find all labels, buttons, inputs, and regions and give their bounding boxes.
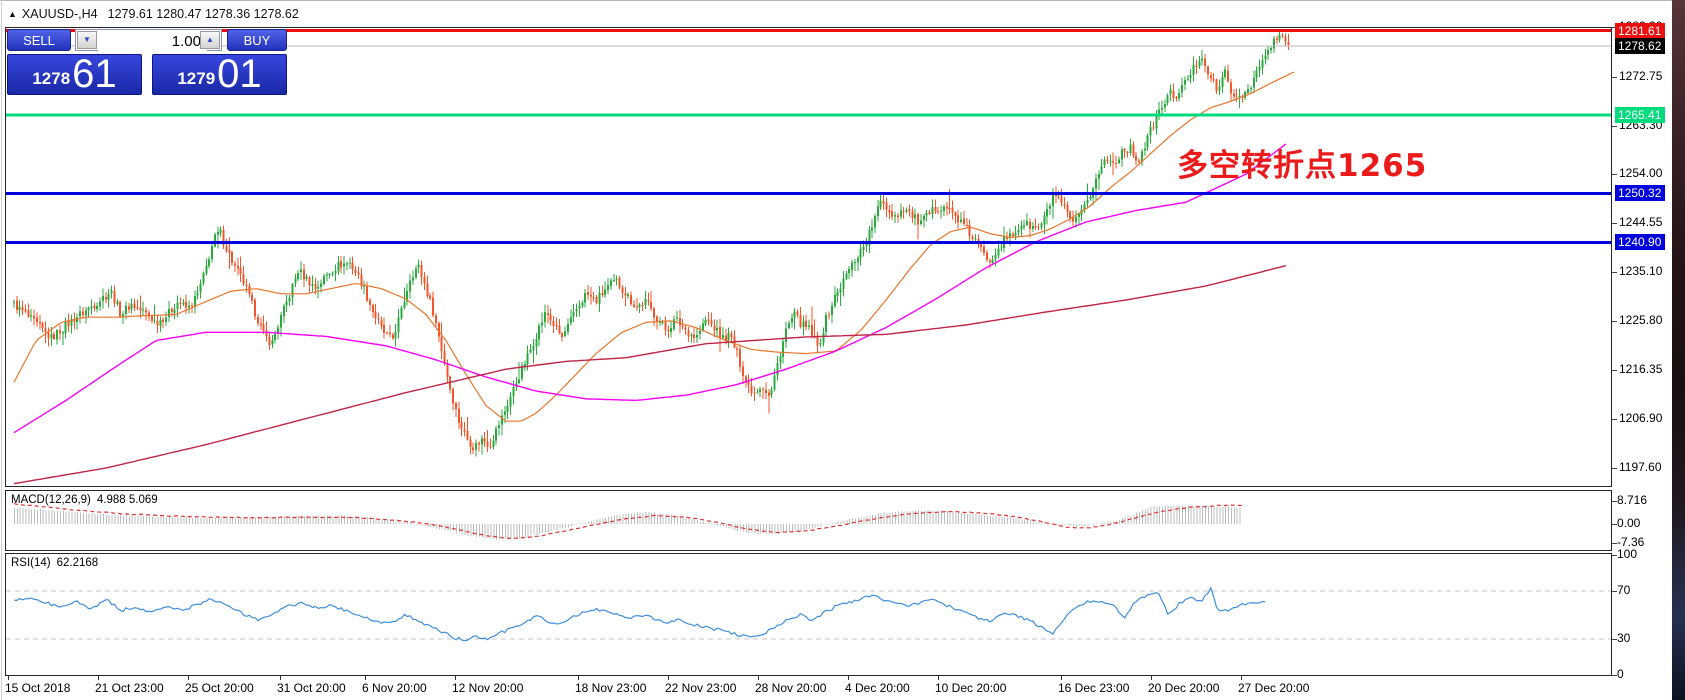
macd-tick-mark <box>1612 543 1617 545</box>
price-tick-mark <box>1612 27 1617 29</box>
time-axis-label: 15 Oct 2018 <box>5 681 71 695</box>
rsi-tick-mark <box>1612 639 1617 640</box>
price-tick-mark <box>1612 125 1617 127</box>
time-axis-label: 22 Nov 23:00 <box>665 681 737 695</box>
time-axis-tick <box>1061 676 1062 680</box>
rsi-value: 62.2168 <box>56 557 99 569</box>
macd-tick-label: 8.716 <box>1617 492 1648 507</box>
time-axis-label: 28 Nov 20:00 <box>755 681 827 695</box>
buy-price-big: 01 <box>217 52 262 97</box>
window-edge-strip <box>1672 0 1685 700</box>
time-axis-tick <box>578 676 579 680</box>
time-axis-label: 20 Dec 20:00 <box>1148 681 1220 695</box>
price-tick-mark <box>1612 272 1617 274</box>
time-axis-label: 10 Dec 20:00 <box>935 681 1007 695</box>
time-axis-tick <box>188 676 189 680</box>
time-axis-tick <box>668 676 669 680</box>
buy-price-small: 1279 <box>177 69 216 88</box>
price-tick-mark <box>1612 76 1617 78</box>
time-axis-label: 27 Dec 20:00 <box>1238 681 1310 695</box>
price-tick-mark <box>1612 320 1617 322</box>
time-axis-label: 12 Nov 20:00 <box>452 681 524 695</box>
collapse-arrow-icon[interactable]: ▲ <box>8 9 17 19</box>
window-top-border <box>0 0 1672 1</box>
rsi-tick-mark <box>1612 675 1617 676</box>
time-axis-label: 31 Oct 20:00 <box>277 681 346 695</box>
time-axis-tick <box>8 676 9 680</box>
ohlc-values: 1279.61 1280.47 1278.36 1278.62 <box>107 7 299 21</box>
macd-tick-label: -7.36 <box>1617 535 1645 550</box>
symbol-period-label: XAUUSD-,H4 <box>21 7 98 21</box>
price-tick-label: 1206.90 <box>1619 411 1663 426</box>
rsi-label: RSI(14) 62.2168 <box>11 557 99 569</box>
macd-panel[interactable]: MACD(12,26,9) 4.988 5.069 <box>5 490 1612 551</box>
rsi-panel[interactable]: RSI(14) 62.2168 <box>5 553 1612 676</box>
rsi-chart[interactable] <box>6 554 1611 675</box>
time-axis-tick <box>455 676 456 680</box>
chart-title: ▲ XAUUSD-,H4 1279.61 1280.47 1278.36 1278.… <box>8 7 299 23</box>
time-axis-tick <box>758 676 759 680</box>
time-axis-tick <box>365 676 366 680</box>
volume-increase-button[interactable]: ▲ <box>200 31 220 49</box>
price-tick-mark <box>1612 419 1617 421</box>
time-axis-tick <box>848 676 849 680</box>
time-axis-tick <box>280 676 281 680</box>
price-tick-label: 1272.75 <box>1619 68 1663 83</box>
price-tick-mark <box>1612 174 1617 176</box>
price-level-badge: 1278.62 <box>1615 38 1666 55</box>
candlestick-chart[interactable] <box>6 28 1611 486</box>
time-axis-label: 21 Oct 23:00 <box>95 681 164 695</box>
time-axis-label: 6 Nov 20:00 <box>362 681 427 695</box>
buy-button[interactable]: BUY <box>227 29 287 51</box>
rsi-tick-label: 0 <box>1617 667 1624 681</box>
chart-annotation-text: 多空转折点1265 <box>1177 148 1428 184</box>
macd-tick-mark <box>1612 500 1617 502</box>
sell-price-small: 1278 <box>32 69 71 88</box>
rsi-tick-mark <box>1612 591 1617 592</box>
time-axis-label: 25 Oct 20:00 <box>185 681 254 695</box>
sell-price-big: 61 <box>72 52 117 97</box>
macd-chart[interactable] <box>6 491 1611 550</box>
price-tick-label: 1216.35 <box>1619 361 1663 376</box>
price-tick-mark <box>1612 369 1617 371</box>
price-level-badge: 1240.90 <box>1615 234 1666 251</box>
rsi-tick-label: 30 <box>1617 631 1631 645</box>
volume-input[interactable] <box>98 30 207 52</box>
window-left-border <box>1 0 2 700</box>
sell-price-tile[interactable]: 1278 61 <box>7 54 142 95</box>
price-level-badge: 1250.32 <box>1615 185 1666 202</box>
rsi-tick-label: 70 <box>1617 583 1631 597</box>
time-axis-label: 18 Nov 23:00 <box>575 681 647 695</box>
time-axis-tick <box>98 676 99 680</box>
time-axis-tick <box>1241 676 1242 680</box>
time-axis-tick <box>938 676 939 680</box>
price-tick-label: 1254.00 <box>1619 166 1663 181</box>
macd-values: 4.988 5.069 <box>96 494 158 506</box>
time-axis-label: 16 Dec 23:00 <box>1058 681 1130 695</box>
macd-tick-mark <box>1612 524 1617 525</box>
macd-tick-label: 0.00 <box>1617 516 1641 530</box>
buy-price-tile[interactable]: 1279 01 <box>152 54 287 95</box>
price-tick-mark <box>1612 467 1617 469</box>
volume-decrease-button[interactable]: ▼ <box>77 31 97 49</box>
sell-button[interactable]: SELL <box>7 29 71 51</box>
price-tick-label: 1244.55 <box>1619 215 1663 230</box>
price-tick-label: 1235.10 <box>1619 264 1663 279</box>
rsi-tick-mark <box>1612 555 1617 556</box>
volume-stepper: ▼ ▲ <box>75 29 222 52</box>
price-tick-mark <box>1612 223 1617 225</box>
time-axis-tick <box>1151 676 1152 680</box>
price-level-badge: 1265.41 <box>1615 106 1666 123</box>
time-axis-label: 4 Dec 20:00 <box>845 681 910 695</box>
price-level-badge: 1281.61 <box>1615 22 1666 39</box>
main-price-chart[interactable]: 多空转折点1265 <box>5 27 1612 487</box>
macd-label: MACD(12,26,9) 4.988 5.069 <box>11 494 158 506</box>
price-tick-label: 1197.60 <box>1619 459 1662 474</box>
price-tick-label: 1225.80 <box>1619 312 1663 327</box>
rsi-tick-label: 100 <box>1617 547 1638 561</box>
